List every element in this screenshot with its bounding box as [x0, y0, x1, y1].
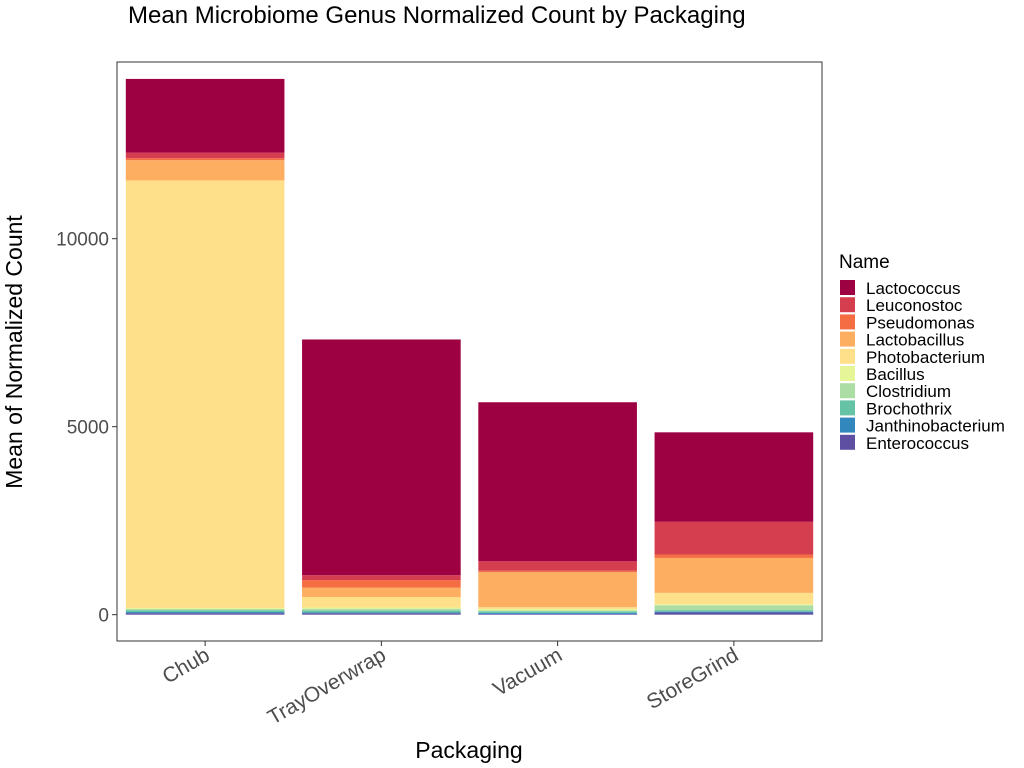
bar-chub-leuconostoc: [125, 152, 285, 159]
bar-vacuum-clostridium: [478, 610, 637, 612]
x-tick-label-chub: Chub: [159, 643, 214, 688]
bar-chub-janthinobacterium: [125, 612, 285, 614]
legend-label-enterococcus: Enterococcus: [866, 434, 969, 453]
bar-chub-brochothrix: [125, 610, 285, 613]
bar-vacuum-janthinobacterium: [478, 612, 637, 614]
bar-storegrind-leuconostoc: [654, 521, 814, 555]
legend-label-brochothrix: Brochothrix: [866, 399, 952, 418]
y-axis-title: Mean of Normalized Count: [1, 215, 27, 489]
y-axis: 0 5000 10000: [56, 230, 117, 627]
bar-storegrind-pseudomonas: [654, 554, 814, 558]
bar-storegrind-clostridium: [654, 605, 814, 611]
legend-swatch-lactococcus: [840, 280, 855, 295]
bar-chub-pseudomonas: [125, 158, 285, 161]
legend-label-lactococcus: Lactococcus: [866, 279, 961, 298]
x-tick-label-storegrind: StoreGrind: [643, 643, 742, 714]
legend-swatch-enterococcus: [840, 434, 855, 450]
bar-trayoverwrap-enterococcus: [302, 613, 461, 615]
bar-vacuum-pseudomonas: [478, 570, 637, 573]
bar-storegrind-lactococcus: [654, 432, 814, 522]
y-tick-label: 5000: [67, 418, 109, 439]
bar-storegrind-lactobacillus: [654, 557, 814, 593]
legend-title: Name: [839, 252, 890, 273]
bar-trayoverwrap-leuconostoc: [302, 575, 461, 581]
bar-vacuum-leuconostoc: [478, 561, 637, 571]
bar-chub-bacillus: [125, 607, 285, 610]
legend-swatch-janthinobacterium: [840, 417, 855, 433]
bar-chub-photobacterium: [125, 180, 285, 608]
legend-label-janthinobacterium: Janthinobacterium: [866, 417, 1005, 436]
bar-trayoverwrap-bacillus: [302, 607, 461, 609]
legend-swatch-clostridium: [840, 383, 855, 399]
bar-trayoverwrap-photobacterium: [302, 597, 461, 608]
legend-swatch-photobacterium: [840, 348, 855, 364]
bar-trayoverwrap-clostridium: [302, 608, 461, 611]
chart-title: Mean Microbiome Genus Normalized Count b…: [128, 2, 746, 29]
bar-trayoverwrap-lactobacillus: [302, 587, 461, 598]
legend-swatch-bacillus: [840, 366, 855, 381]
bar-vacuum-enterococcus: [478, 613, 637, 615]
bar-layer: [125, 78, 814, 615]
bar-trayoverwrap-brochothrix: [302, 610, 461, 613]
legend-label-clostridium: Clostridium: [866, 382, 951, 401]
legend-swatch-leuconostoc: [840, 297, 855, 313]
bar-vacuum-photobacterium: [478, 607, 637, 610]
legend-label-lactobacillus: Lactobacillus: [866, 331, 964, 350]
legend: Name LactococcusLeuconostocPseudomonasLa…: [839, 252, 1005, 453]
bar-vacuum-brochothrix: [478, 611, 637, 613]
legend-label-bacillus: Bacillus: [866, 365, 925, 384]
bar-storegrind-bacillus: [654, 604, 814, 606]
x-tick-label-vacuum: Vacuum: [489, 643, 566, 701]
legend-label-photobacterium: Photobacterium: [866, 348, 985, 367]
legend-label-pseudomonas: Pseudomonas: [866, 313, 975, 332]
bar-chub-lactobacillus: [125, 160, 285, 181]
bar-trayoverwrap-lactococcus: [302, 339, 461, 576]
legend-swatch-lactobacillus: [840, 331, 855, 347]
bar-trayoverwrap-janthinobacterium: [302, 612, 461, 614]
bar-trayoverwrap-pseudomonas: [302, 580, 461, 588]
y-tick-label: 10000: [56, 230, 109, 251]
bar-storegrind-photobacterium: [654, 592, 814, 605]
bar-chub-lactococcus: [125, 78, 285, 153]
bar-chub-enterococcus: [125, 613, 285, 615]
bar-storegrind-enterococcus: [654, 612, 814, 615]
legend-label-leuconostoc: Leuconostoc: [866, 296, 963, 315]
bar-storegrind-janthinobacterium: [654, 611, 814, 613]
x-axis: Chub TrayOverwrap Vacuum StoreGrind: [159, 641, 742, 729]
bar-vacuum-lactococcus: [478, 402, 637, 562]
legend-swatch-brochothrix: [840, 400, 855, 416]
bar-vacuum-lactobacillus: [478, 572, 637, 608]
x-axis-title: Packaging: [415, 737, 522, 763]
bar-storegrind-brochothrix: [654, 610, 814, 612]
x-tick-label-trayoverwrap: TrayOverwrap: [264, 643, 390, 729]
bar-chub-clostridium: [125, 609, 285, 611]
legend-swatch-pseudomonas: [840, 314, 855, 330]
y-tick-label: 0: [98, 606, 109, 627]
bar-vacuum-bacillus: [478, 609, 637, 611]
